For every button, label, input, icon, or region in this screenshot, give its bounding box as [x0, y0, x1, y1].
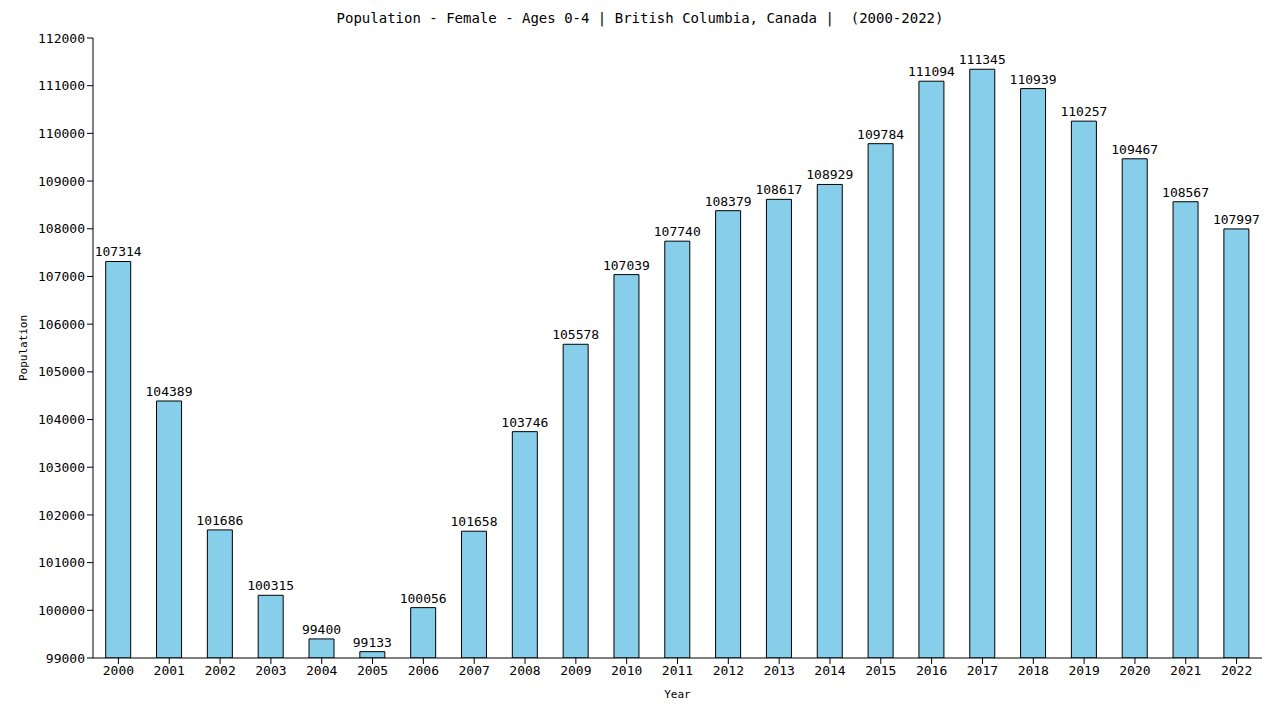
svg-text:103746: 103746: [501, 415, 548, 430]
svg-text:109000: 109000: [38, 174, 85, 189]
html-text:Population - Female - Ages 0-4: Population - Female - Ages 0-4 | British…: [336, 10, 944, 26]
svg-text:2018: 2018: [1018, 663, 1049, 678]
svg-text:2001: 2001: [154, 663, 185, 678]
svg-text:100000: 100000: [38, 603, 85, 618]
svg-text:2011: 2011: [662, 663, 693, 678]
svg-text:102000: 102000: [38, 508, 85, 523]
svg-text:2014: 2014: [814, 663, 845, 678]
svg-text:110939: 110939: [1010, 72, 1057, 87]
svg-text:112000: 112000: [38, 31, 85, 46]
svg-text:107000: 107000: [38, 269, 85, 284]
svg-text:106000: 106000: [38, 317, 85, 332]
svg-text:105000: 105000: [38, 364, 85, 379]
svg-text:2006: 2006: [408, 663, 439, 678]
svg-text:2005: 2005: [357, 663, 388, 678]
svg-text:99133: 99133: [353, 635, 392, 650]
svg-text:100056: 100056: [400, 591, 447, 606]
svg-text:2003: 2003: [255, 663, 286, 678]
svg-text:Population: Population: [17, 315, 30, 381]
svg-text:2002: 2002: [204, 663, 235, 678]
svg-text:109784: 109784: [857, 127, 904, 142]
svg-text:2019: 2019: [1068, 663, 1099, 678]
svg-text:2007: 2007: [459, 663, 490, 678]
svg-text:2004: 2004: [306, 663, 337, 678]
svg-text:2022: 2022: [1221, 663, 1252, 678]
svg-text:2020: 2020: [1119, 663, 1150, 678]
svg-text:2021: 2021: [1170, 663, 1201, 678]
svg-text:2010: 2010: [611, 663, 642, 678]
svg-text:108567: 108567: [1162, 185, 1209, 200]
svg-text:101686: 101686: [196, 513, 243, 528]
svg-text:111094: 111094: [908, 64, 955, 79]
svg-text:99400: 99400: [302, 622, 341, 637]
svg-text:2000: 2000: [103, 663, 134, 678]
svg-text:2017: 2017: [967, 663, 998, 678]
svg-text:101658: 101658: [451, 514, 498, 529]
svg-text:107314: 107314: [95, 244, 142, 259]
svg-text:110257: 110257: [1060, 104, 1107, 119]
svg-text:108379: 108379: [705, 194, 752, 209]
svg-text:2009: 2009: [560, 663, 591, 678]
svg-text:110000: 110000: [38, 126, 85, 141]
svg-text:100315: 100315: [247, 578, 294, 593]
svg-text:111000: 111000: [38, 78, 85, 93]
svg-text:107997: 107997: [1213, 212, 1260, 227]
svg-text:108000: 108000: [38, 221, 85, 236]
svg-text:2012: 2012: [713, 663, 744, 678]
svg-text:2008: 2008: [509, 663, 540, 678]
svg-text:105578: 105578: [552, 327, 599, 342]
svg-text:103000: 103000: [38, 460, 85, 475]
svg-text:Year: Year: [664, 688, 691, 701]
svg-text:2013: 2013: [763, 663, 794, 678]
svg-text:107039: 107039: [603, 258, 650, 273]
svg-text:111345: 111345: [959, 52, 1006, 67]
svg-text:99000: 99000: [46, 651, 85, 666]
svg-text:104000: 104000: [38, 412, 85, 427]
svg-text:107740: 107740: [654, 224, 701, 239]
svg-text:108929: 108929: [806, 167, 853, 182]
svg-text:2015: 2015: [865, 663, 896, 678]
svg-text:109467: 109467: [1111, 142, 1158, 157]
svg-text:104389: 104389: [146, 384, 193, 399]
svg-text:2016: 2016: [916, 663, 947, 678]
svg-text:108617: 108617: [755, 182, 802, 197]
svg-text:101000: 101000: [38, 555, 85, 570]
